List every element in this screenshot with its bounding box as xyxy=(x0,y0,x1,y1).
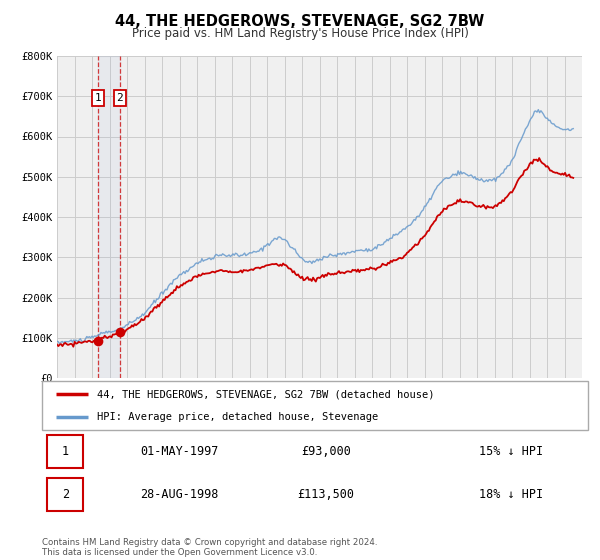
Text: 1: 1 xyxy=(62,445,69,459)
Bar xyxy=(98,56,120,378)
FancyBboxPatch shape xyxy=(47,478,83,511)
FancyBboxPatch shape xyxy=(47,436,83,468)
Text: 1: 1 xyxy=(94,93,101,103)
Text: 18% ↓ HPI: 18% ↓ HPI xyxy=(479,488,543,501)
Text: 2: 2 xyxy=(62,488,69,501)
Text: 44, THE HEDGEROWS, STEVENAGE, SG2 7BW (detached house): 44, THE HEDGEROWS, STEVENAGE, SG2 7BW (d… xyxy=(97,389,434,399)
Text: £113,500: £113,500 xyxy=(298,488,355,501)
Text: 28-AUG-1998: 28-AUG-1998 xyxy=(140,488,218,501)
Text: Contains HM Land Registry data © Crown copyright and database right 2024.
This d: Contains HM Land Registry data © Crown c… xyxy=(42,538,377,557)
Text: 01-MAY-1997: 01-MAY-1997 xyxy=(140,445,218,459)
Text: £93,000: £93,000 xyxy=(301,445,351,459)
Text: Price paid vs. HM Land Registry's House Price Index (HPI): Price paid vs. HM Land Registry's House … xyxy=(131,27,469,40)
Text: HPI: Average price, detached house, Stevenage: HPI: Average price, detached house, Stev… xyxy=(97,412,378,422)
Text: 44, THE HEDGEROWS, STEVENAGE, SG2 7BW: 44, THE HEDGEROWS, STEVENAGE, SG2 7BW xyxy=(115,14,485,29)
Text: 2: 2 xyxy=(116,93,123,103)
Text: 15% ↓ HPI: 15% ↓ HPI xyxy=(479,445,543,459)
